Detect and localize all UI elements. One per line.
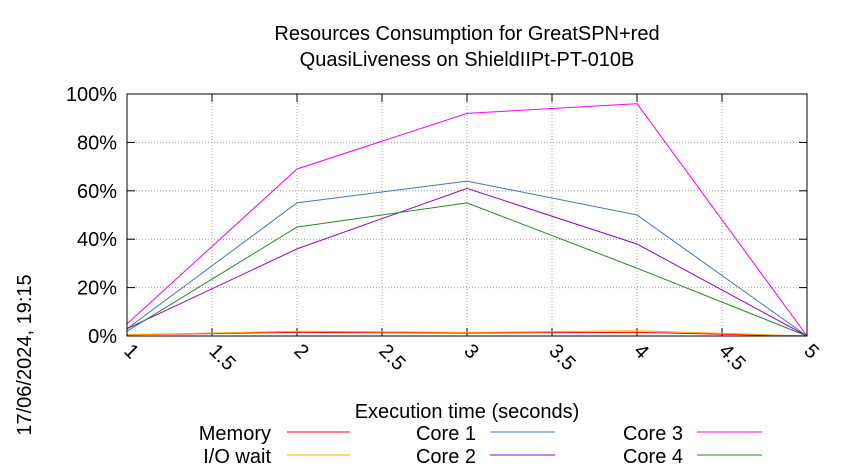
x-tick-label: 1 [119, 340, 142, 363]
y-axis-ticks: 0% 20% 40% 60% 80% 100% [66, 84, 807, 348]
x-tick-label: 2.5 [374, 340, 409, 375]
series-line-memory [126, 331, 808, 337]
y-tick-label: 40% [77, 229, 117, 251]
grid-lines [127, 94, 807, 336]
legend-label: Core 1 [416, 423, 476, 445]
series-line-core-1 [126, 180, 808, 337]
y-tick-label: 80% [77, 132, 117, 154]
plot-border [126, 93, 808, 337]
y-tick-label: 60% [77, 181, 117, 203]
x-tick-label: 4 [629, 340, 652, 363]
series-lines [126, 103, 808, 337]
y-tick-label: 20% [77, 278, 117, 300]
legend-label: Core 4 [623, 446, 683, 468]
x-tick-label: 4.5 [714, 340, 749, 375]
legend-label: Memory [199, 423, 271, 445]
x-tick-label: 5 [799, 340, 822, 363]
series-line-core-2 [126, 187, 808, 337]
chart-title-line-2: QuasiLiveness on ShieldIIPt-PT-010B [300, 49, 635, 71]
timestamp: 17/06/2024, 19:15 [14, 274, 36, 435]
x-axis-label: Execution time (seconds) [355, 401, 580, 423]
series-line-i-o-wait [126, 330, 808, 337]
series-line-core-3 [126, 103, 808, 337]
legend-label: Core 2 [416, 446, 476, 468]
x-tick-label: 3 [459, 340, 482, 363]
y-tick-label: 0% [88, 326, 117, 348]
y-tick-label: 100% [66, 84, 117, 106]
legend-label: I/O wait [203, 446, 271, 468]
series-line-core-4 [126, 202, 808, 337]
x-tick-label: 3.5 [544, 340, 579, 375]
x-tick-label: 2 [289, 340, 312, 363]
legend-label: Core 3 [623, 423, 683, 445]
chart-title-line-1: Resources Consumption for GreatSPN+red [274, 23, 659, 45]
x-tick-label: 1.5 [204, 340, 239, 375]
